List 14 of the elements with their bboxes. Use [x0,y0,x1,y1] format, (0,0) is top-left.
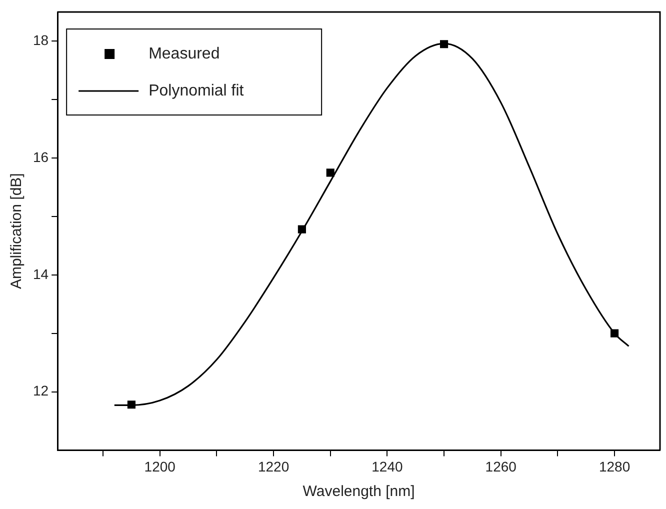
y-tick-label: 16 [32,148,49,165]
y-tick-label: 18 [32,32,49,48]
point [326,168,334,177]
x-axis-title: Wavelength [nm] [302,483,415,500]
y-tick-label: 14 [32,266,49,282]
x-tick-label: 1220 [258,458,290,474]
x-tick-label: 1260 [485,458,517,474]
x-tick-label: 1280 [598,458,630,474]
x-tick-label: 1200 [144,458,176,474]
x-tick-label: 1240 [372,458,403,474]
y-tick-label: 12 [32,382,49,399]
y-axis-title: Amplification [dB] [8,173,26,290]
legend-label: Polynomial fit [148,82,244,100]
legend-label: Measured [148,45,220,62]
